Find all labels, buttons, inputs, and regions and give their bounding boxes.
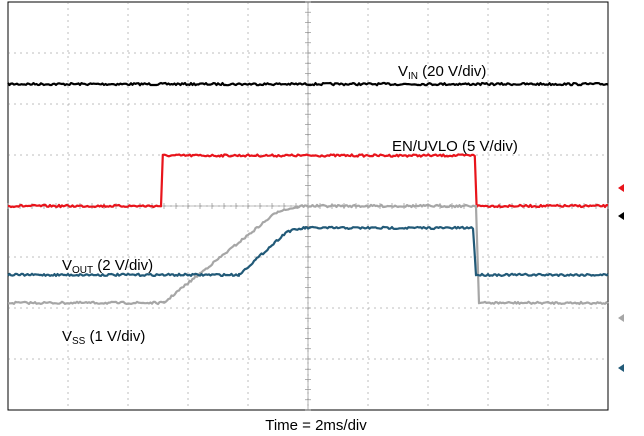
trace-vin [7, 81, 609, 87]
marker-vin [618, 212, 624, 220]
label-en-uvlo: EN/UVLO (5 V/div) [392, 138, 518, 155]
marker-vss [618, 314, 624, 322]
label-vout: VOUT (2 V/div) [62, 257, 153, 276]
marker-vout [618, 364, 624, 372]
trace-vss [7, 203, 609, 306]
traces [7, 81, 609, 306]
marker-en-uvlo [618, 184, 624, 192]
channel-markers [618, 184, 624, 372]
trace-vout [7, 225, 609, 277]
trace-en-uvlo [7, 153, 608, 209]
label-vss: VSS (1 V/div) [62, 328, 145, 347]
trace-labels: VIN (20 V/div) EN/UVLO (5 V/div) VSS (1 V/… [62, 63, 518, 347]
label-vin: VIN (20 V/div) [398, 63, 486, 82]
x-axis-label: Time = 2ms/div [265, 417, 367, 434]
